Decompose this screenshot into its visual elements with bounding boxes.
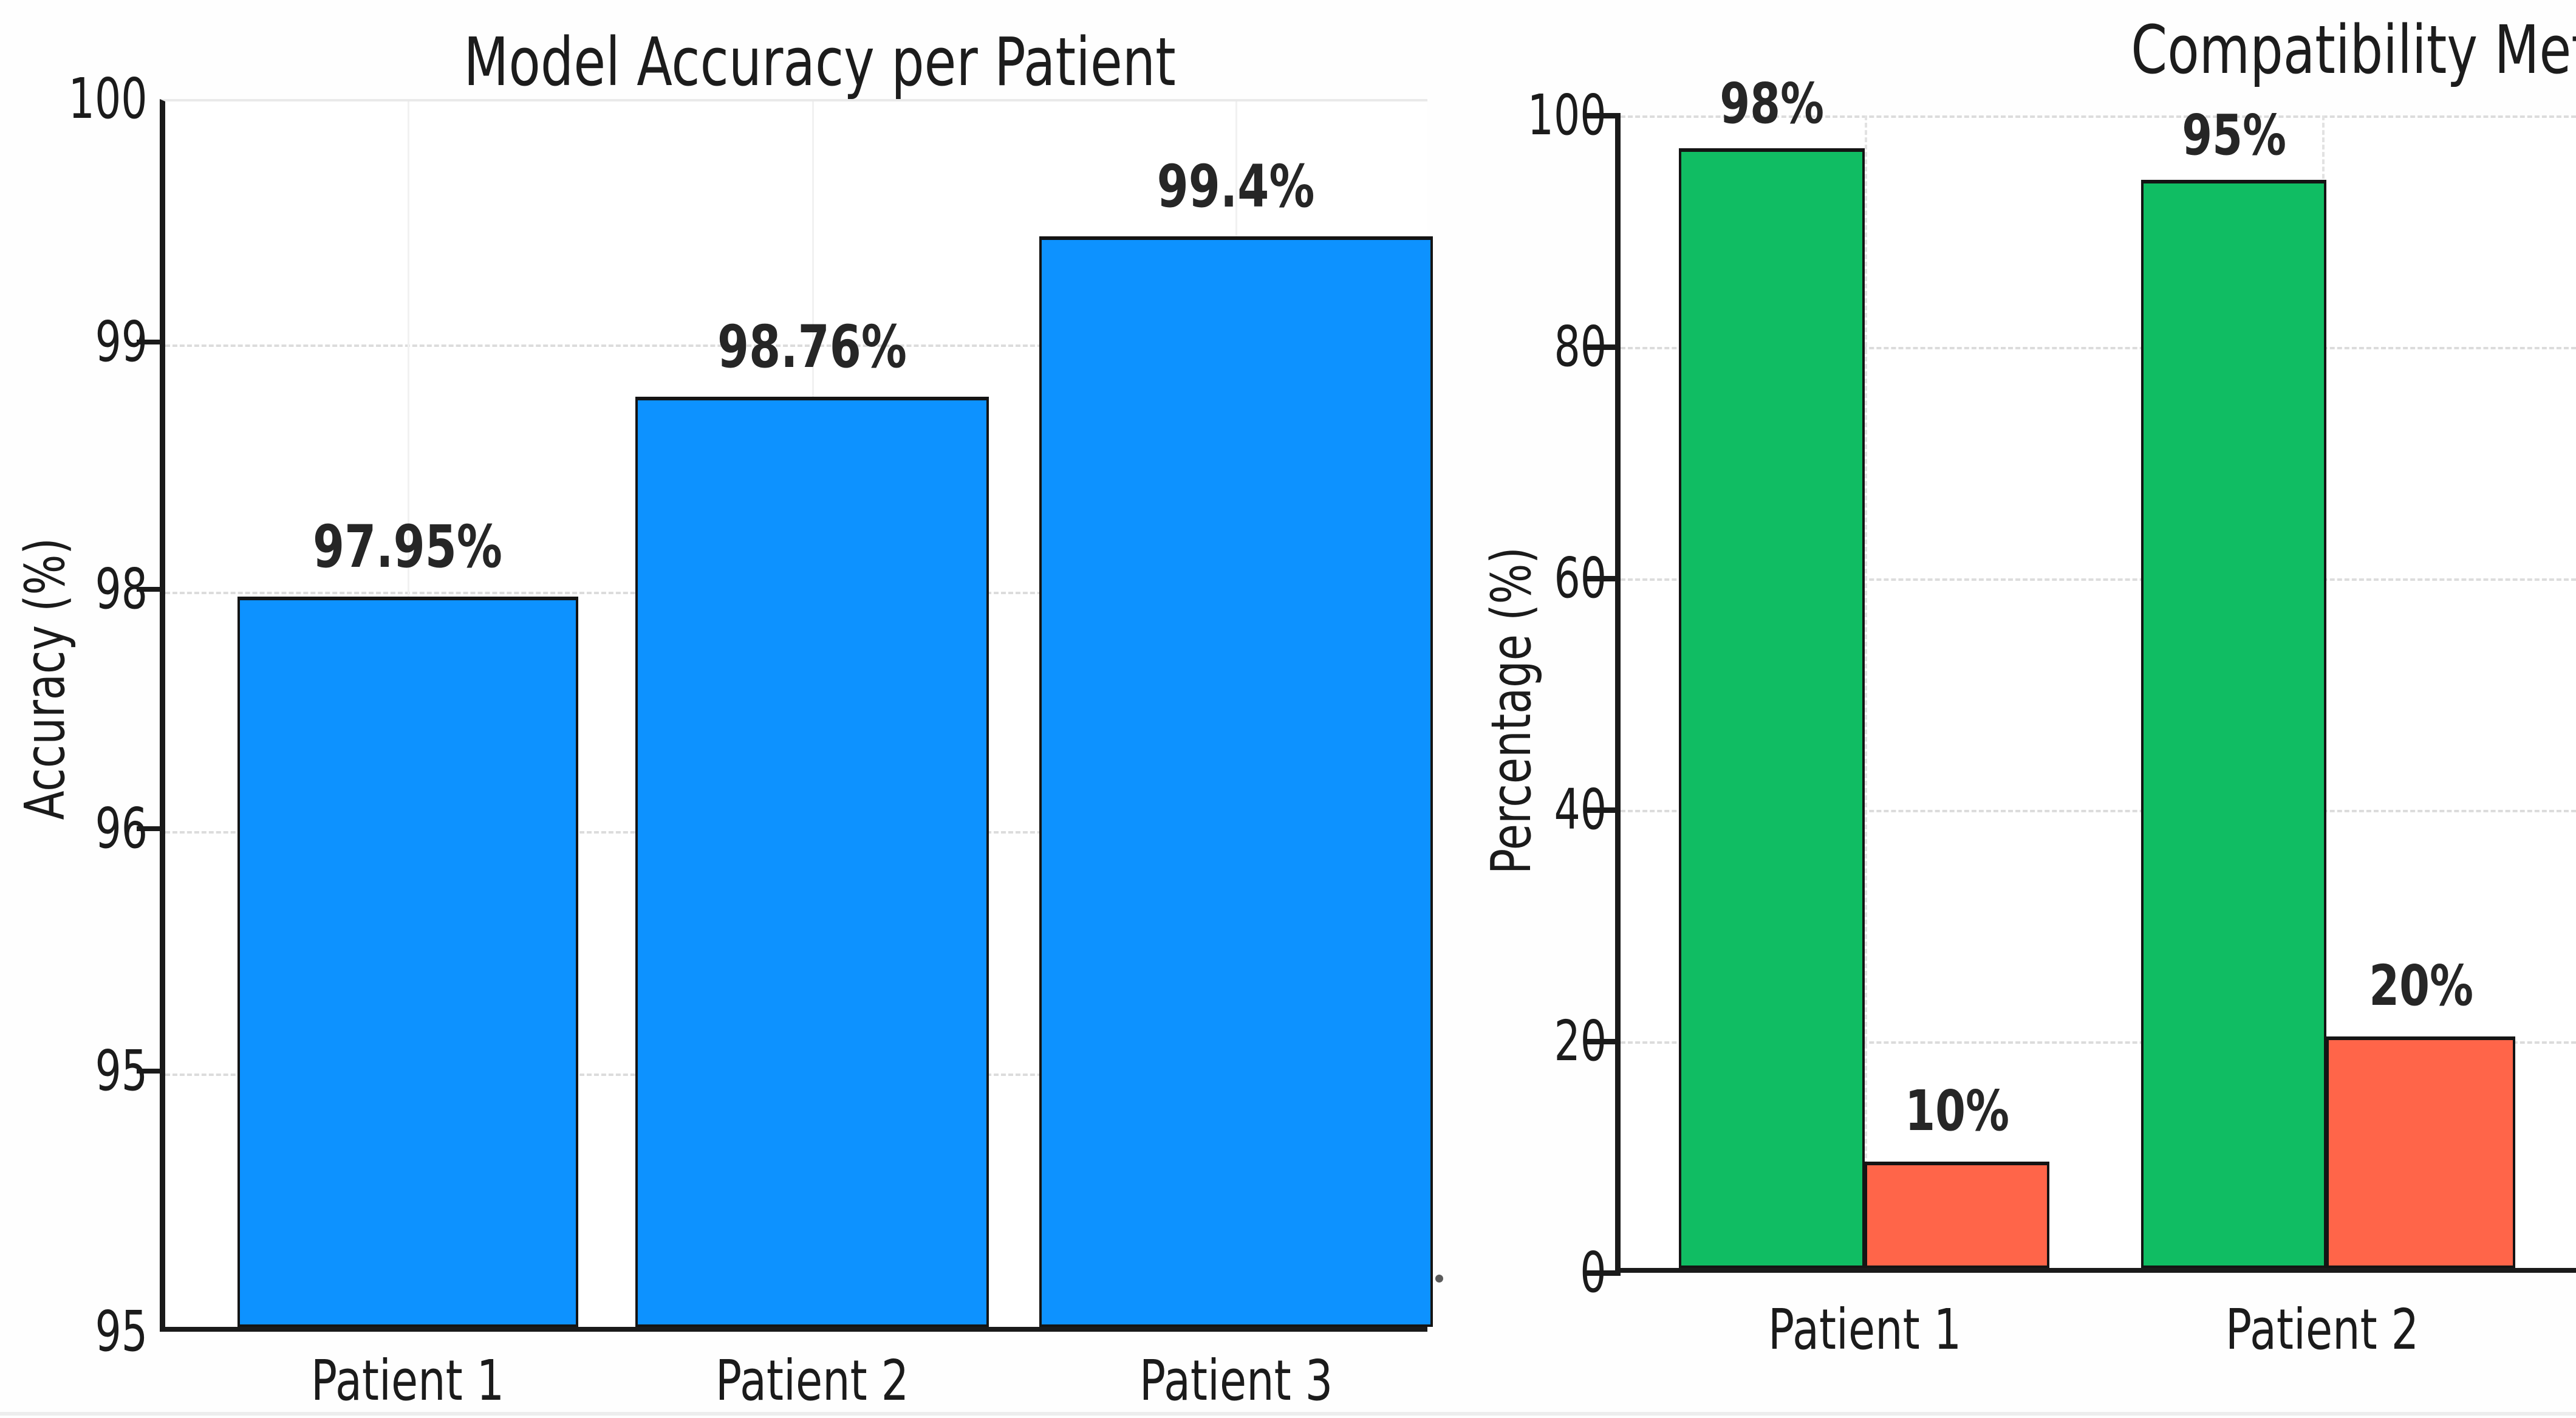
right-gridline-100 [1621,115,2576,118]
right-ytick-60: 60 [1554,546,1607,611]
bar-accuracy-patient-2 [635,397,989,1327]
bar-accuracy-patient-3 [1039,236,1433,1327]
right-xtick-patient-1: Patient 1 [1768,1297,1962,1362]
right-plot-area: 98% 10% 95% 20% Patient 1 Patient 2 [1615,71,2576,1362]
bar-accuracy-patient-1 [237,597,578,1327]
right-ytick-100: 100 [1528,83,1607,148]
left-ytick-100: 100 [69,66,148,131]
right-ytick-20: 20 [1554,1009,1607,1074]
left-ytick-95b: 95 [95,1299,148,1364]
right-chart-title: Compatibility Metrics [2053,11,2576,89]
right-vgridline-p1 [1865,115,1867,1268]
left-xtick-patient-1: Patient 1 [310,1348,505,1413]
bottom-edge-strip [0,1412,2576,1416]
bar-value-label: 20% [2369,953,2473,1018]
left-ytick-99: 99 [95,309,148,374]
left-y-axis-label: Accuracy (%) [13,537,77,820]
left-chart-title-text: Model Accuracy per Patient [463,23,1177,101]
right-tick-mark [1587,1270,1621,1276]
bar-green-patient-1 [1679,148,1865,1268]
bar-value-label: 98% [1720,71,1824,136]
right-tick-mark [1587,1039,1621,1044]
left-xtick-patient-3: Patient 3 [1139,1348,1333,1413]
right-gridline-20 [1621,1041,2576,1044]
right-tick-mark [1587,807,1621,813]
right-chart-title-text: Compatibility Metrics [2131,11,2576,89]
right-ytick-40: 40 [1554,777,1607,842]
left-xtick-patient-2: Patient 2 [715,1348,909,1413]
right-gridline-60 [1621,578,2576,581]
bar-value-label: 10% [1905,1078,2009,1143]
left-ytick-98: 98 [95,557,148,622]
bar-value-label: 99.4% [1157,152,1315,221]
left-ytick-95: 95 [95,1038,148,1103]
right-gridline-80 [1621,347,2576,349]
bar-red-patient-2 [2326,1036,2515,1268]
bar-red-patient-1 [1865,1162,2049,1268]
bar-value-label: 95% [2182,103,2286,168]
bar-green-patient-2 [2141,180,2326,1268]
right-y-axis-label: Percentage (%) [1480,547,1543,875]
speck-artifact [1435,1275,1443,1283]
left-ytick-96: 96 [95,796,148,861]
bar-value-label: 97.95% [313,513,502,581]
right-gridline-40 [1621,810,2576,812]
left-gridline-99 [165,344,1427,347]
right-tick-mark [1587,344,1621,350]
left-chart-title: Model Accuracy per Patient [182,23,1458,101]
right-ytick-80: 80 [1554,314,1607,379]
right-ytick-0: 0 [1458,1236,1607,1309]
left-plot-area: 97.95% 98.76% 99.4% Patient 1 Patient 2 … [160,99,1433,1413]
right-tick-mark [1587,576,1621,581]
bar-value-label: 98.76% [717,313,907,381]
right-tick-mark [1587,113,1621,118]
right-xtick-patient-2: Patient 2 [2225,1297,2419,1362]
